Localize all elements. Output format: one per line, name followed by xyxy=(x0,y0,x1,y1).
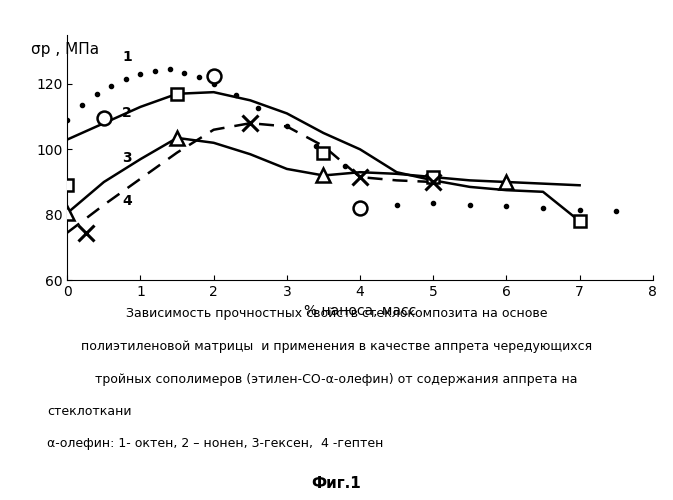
Text: стеклоткани: стеклоткани xyxy=(47,405,132,418)
Text: Зависимость прочностных свойств стеклокомпозита на основе: Зависимость прочностных свойств стеклоко… xyxy=(126,308,547,320)
Text: тройных сополимеров (этилен-CO-α-олефин) от содержания аппрета на: тройных сополимеров (этилен-CO-α-олефин)… xyxy=(96,372,577,386)
Text: полиэтиленовой матрицы  и применения в качестве аппрета чередующихся: полиэтиленовой матрицы и применения в ка… xyxy=(81,340,592,353)
Text: α-олефин: 1- октен, 2 – нонен, 3-гексен,  4 -гептен: α-олефин: 1- октен, 2 – нонен, 3-гексен,… xyxy=(47,438,384,450)
Text: Фиг.1: Фиг.1 xyxy=(312,476,361,492)
X-axis label: % наноса, масс: % наноса, масс xyxy=(304,304,416,318)
Text: 3: 3 xyxy=(122,152,132,166)
Text: 4: 4 xyxy=(122,194,132,208)
Text: 2: 2 xyxy=(122,106,132,120)
Text: σр , МПа: σр , МПа xyxy=(31,42,99,56)
Text: 1: 1 xyxy=(122,50,132,64)
